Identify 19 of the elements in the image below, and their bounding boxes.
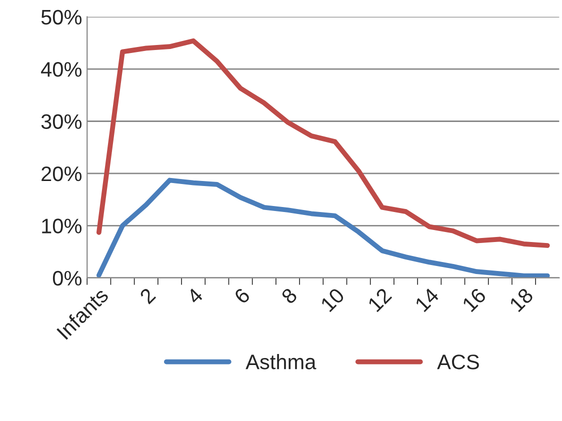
x-tick-label: 4 bbox=[186, 287, 204, 305]
line-series bbox=[96, 178, 550, 278]
legend-label: ACS bbox=[437, 354, 479, 370]
y-tick-label: 40% bbox=[41, 62, 82, 77]
x-tick-label: 18 bbox=[508, 287, 534, 312]
x-tick-label: 14 bbox=[414, 287, 440, 312]
x-tick-label: 2 bbox=[139, 287, 156, 304]
x-tick-label: 16 bbox=[462, 287, 487, 312]
y-tick-label: 20% bbox=[42, 166, 82, 182]
x-tick-label: 6 bbox=[233, 287, 251, 304]
y-tick-label: 50% bbox=[41, 10, 82, 25]
x-tick-label: 8 bbox=[280, 287, 298, 305]
x-tick-label: 12 bbox=[367, 287, 392, 312]
x-tick-label: 10 bbox=[320, 287, 346, 312]
y-tick-label: 30% bbox=[41, 114, 82, 129]
y-tick-label: 10% bbox=[42, 218, 82, 234]
line-series bbox=[96, 38, 550, 248]
y-tick-label: 0% bbox=[52, 270, 82, 286]
legend-label: Asthma bbox=[246, 354, 316, 370]
